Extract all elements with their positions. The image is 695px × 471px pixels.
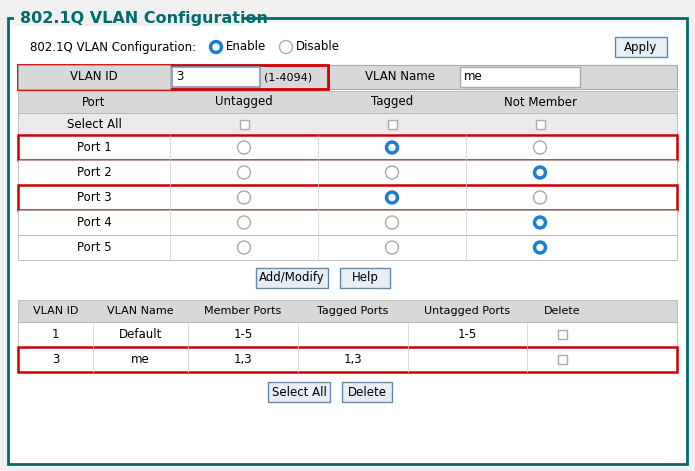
Bar: [18, 113, 677, 135]
Text: 802.1Q VLAN Configuration:: 802.1Q VLAN Configuration:: [30, 41, 196, 54]
Circle shape: [537, 219, 543, 226]
Text: (1-4094): (1-4094): [264, 72, 312, 82]
Text: Untagged: Untagged: [215, 96, 273, 108]
Text: Port 1: Port 1: [76, 141, 111, 154]
Bar: [388, 120, 397, 129]
Bar: [557, 330, 566, 339]
Circle shape: [389, 145, 395, 151]
Text: 1,3: 1,3: [344, 353, 362, 366]
Text: VLAN ID: VLAN ID: [33, 306, 78, 316]
Circle shape: [238, 166, 250, 179]
Text: Port 5: Port 5: [76, 241, 111, 254]
Circle shape: [386, 166, 398, 179]
Bar: [18, 322, 677, 347]
Circle shape: [238, 191, 250, 204]
Bar: [536, 120, 544, 129]
Text: Not Member: Not Member: [503, 96, 576, 108]
Text: me: me: [131, 353, 150, 366]
Text: Select All: Select All: [272, 385, 327, 398]
Bar: [18, 65, 328, 89]
Bar: [18, 65, 677, 89]
Bar: [18, 65, 170, 89]
Text: 1,3: 1,3: [234, 353, 252, 366]
Bar: [340, 268, 390, 288]
Text: Delete: Delete: [348, 385, 386, 398]
Text: me: me: [464, 71, 483, 83]
Circle shape: [537, 170, 543, 176]
Bar: [18, 160, 677, 185]
Bar: [557, 355, 566, 364]
Text: Tagged Ports: Tagged Ports: [318, 306, 389, 316]
Bar: [615, 37, 667, 57]
Bar: [256, 268, 328, 288]
Circle shape: [209, 41, 222, 54]
Text: VLAN Name: VLAN Name: [365, 71, 435, 83]
Circle shape: [534, 191, 546, 204]
Circle shape: [386, 141, 398, 154]
Text: Port 3: Port 3: [76, 191, 111, 204]
Bar: [18, 235, 677, 260]
Bar: [268, 382, 330, 402]
Text: Help: Help: [352, 271, 379, 284]
Text: VLAN ID: VLAN ID: [70, 71, 118, 83]
Circle shape: [534, 216, 546, 229]
Text: Default: Default: [119, 328, 162, 341]
Text: 1-5: 1-5: [458, 328, 477, 341]
Circle shape: [386, 216, 398, 229]
Text: Delete: Delete: [543, 306, 580, 316]
Bar: [240, 120, 249, 129]
Bar: [18, 347, 677, 372]
Bar: [460, 67, 580, 87]
Bar: [18, 135, 677, 160]
Bar: [18, 210, 677, 235]
Text: 802.1Q VLAN Configuration: 802.1Q VLAN Configuration: [20, 10, 268, 25]
Circle shape: [386, 191, 398, 204]
Text: Tagged: Tagged: [371, 96, 413, 108]
Text: 3: 3: [52, 353, 59, 366]
Bar: [18, 300, 677, 322]
Text: Disable: Disable: [296, 41, 340, 54]
Circle shape: [389, 195, 395, 201]
Bar: [172, 67, 260, 87]
Text: Port: Port: [82, 96, 106, 108]
Circle shape: [537, 244, 543, 251]
Text: VLAN Name: VLAN Name: [107, 306, 174, 316]
Text: 1-5: 1-5: [234, 328, 252, 341]
Circle shape: [238, 216, 250, 229]
Text: Port 4: Port 4: [76, 216, 111, 229]
Bar: [18, 91, 677, 113]
Text: Apply: Apply: [624, 41, 657, 54]
Text: Select All: Select All: [67, 117, 122, 130]
Circle shape: [238, 141, 250, 154]
Bar: [342, 382, 392, 402]
Circle shape: [386, 241, 398, 254]
Text: 3: 3: [176, 71, 183, 83]
Circle shape: [279, 41, 293, 54]
Text: Enable: Enable: [226, 41, 266, 54]
Circle shape: [534, 241, 546, 254]
Bar: [18, 185, 677, 210]
Circle shape: [534, 166, 546, 179]
Text: Untagged Ports: Untagged Ports: [425, 306, 511, 316]
Circle shape: [238, 241, 250, 254]
Text: Member Ports: Member Ports: [204, 306, 281, 316]
Text: Port 2: Port 2: [76, 166, 111, 179]
Bar: [14, 10, 244, 26]
Circle shape: [213, 44, 219, 50]
Text: 1: 1: [51, 328, 59, 341]
Circle shape: [534, 141, 546, 154]
Text: Add/Modify: Add/Modify: [259, 271, 325, 284]
